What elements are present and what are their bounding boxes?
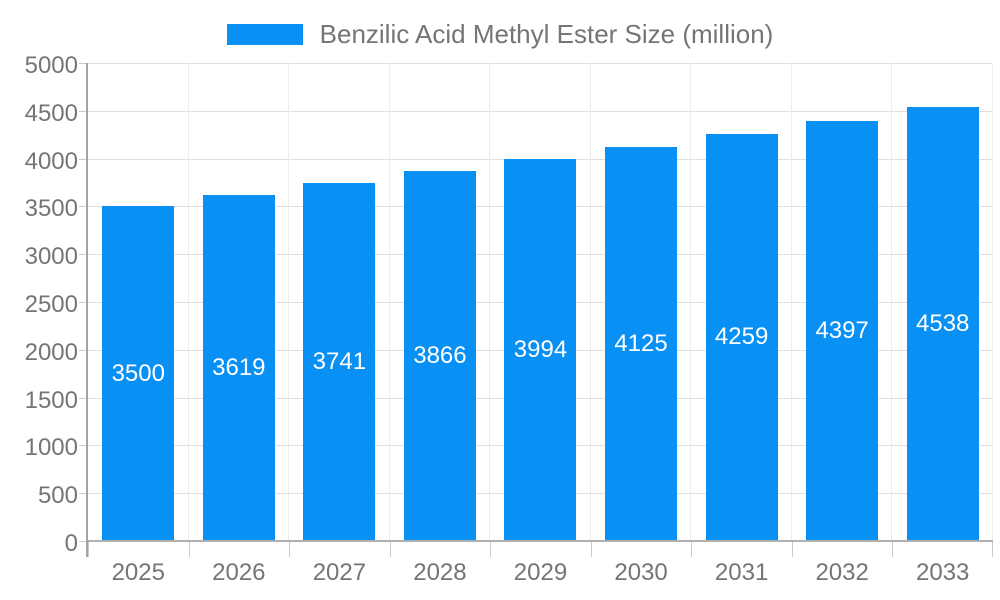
gridline-x (187, 63, 189, 541)
x-tick-label-2025: 2025 (111, 559, 165, 586)
y-tick-label: 2000 (24, 338, 78, 366)
y-tick-mark (79, 493, 88, 495)
y-axis-line (86, 63, 88, 557)
bar-2026: 3619 (202, 195, 275, 541)
category-cell-2025: 3500 (88, 63, 189, 541)
y-tick-mark (79, 110, 88, 112)
y-tick-label: 1000 (24, 434, 78, 462)
bar-2028: 3866 (403, 171, 476, 541)
x-tick-mark (188, 541, 190, 557)
category-cell-2027: 3741 (289, 63, 390, 541)
y-tick-mark (79, 541, 88, 542)
y-tick-label: 3500 (24, 195, 78, 223)
bar-value-label: 3994 (513, 336, 568, 364)
y-tick-label: 4000 (24, 147, 78, 175)
bar-value-label: 4125 (614, 329, 668, 357)
y-tick-label: 2500 (24, 291, 78, 318)
category-cell-2032: 4397 (792, 63, 893, 541)
gridline-x (690, 63, 692, 541)
bar-value-label: 4259 (714, 323, 769, 351)
gridline-x (790, 63, 792, 541)
y-tick-mark (79, 63, 88, 64)
gridline-x (388, 63, 390, 541)
y-tick-mark (79, 158, 88, 160)
y-tick-mark (79, 445, 88, 447)
y-tick-mark (79, 206, 88, 208)
gridline-x (489, 63, 491, 541)
x-tick-mark (88, 541, 89, 557)
x-tick-mark (389, 541, 391, 557)
bar-2031: 4259 (705, 133, 778, 541)
x-tick-label-2030: 2030 (614, 559, 668, 586)
gridline-x (589, 63, 591, 541)
x-tick-label-2028: 2028 (413, 559, 467, 586)
y-tick-label: 5000 (24, 52, 78, 79)
bar-value-label: 4397 (815, 316, 869, 344)
y-tick-label: 3000 (24, 243, 78, 271)
bar-2025: 3500 (102, 206, 175, 541)
bar-2030: 4125 (605, 146, 678, 541)
bar-value-label: 3866 (413, 342, 467, 370)
y-tick-label: 1500 (24, 386, 78, 414)
y-tick-mark (79, 397, 88, 399)
bar-value-label: 3500 (111, 359, 165, 387)
bar-value-label: 3619 (212, 354, 266, 382)
x-tick-label-2033: 2033 (916, 559, 970, 586)
category-cell-2031: 4259 (691, 63, 792, 541)
legend: Benzilic Acid Methyl Ester Size (million… (0, 21, 1000, 47)
gridline-x (288, 63, 290, 541)
x-tick-label-2027: 2027 (312, 559, 367, 586)
x-tick-mark (590, 541, 592, 557)
y-tick-mark (79, 254, 88, 256)
bar-2033: 4538 (906, 107, 979, 541)
bar-value-label: 3741 (312, 348, 367, 376)
x-tick-label-2029: 2029 (513, 559, 568, 586)
x-tick-label-2026: 2026 (212, 559, 266, 586)
bar-2029: 3994 (504, 159, 577, 541)
category-cell-2026: 3619 (189, 63, 290, 541)
gridline-x (992, 63, 993, 541)
category-cell-2028: 3866 (390, 63, 491, 541)
y-tick-label: 4500 (24, 99, 78, 127)
y-tick-label: 500 (37, 482, 78, 510)
bar-value-label: 4538 (916, 310, 970, 338)
bar-2032: 4397 (806, 120, 879, 541)
y-tick-label: 0 (64, 530, 78, 557)
legend-swatch (226, 23, 303, 45)
gridline-x (891, 63, 893, 541)
y-tick-mark (79, 349, 88, 351)
x-tick-mark (490, 541, 492, 557)
x-tick-mark (691, 541, 693, 557)
bar-2027: 3741 (303, 183, 376, 541)
gridline-y-4500 (88, 110, 993, 112)
plot-area: 3500 3619 3741 3866 3994 4125 4259 4397 4538 (88, 63, 993, 542)
x-tick-mark (289, 541, 291, 557)
category-cell-2033: 4538 (892, 63, 993, 541)
gridline-y-4000 (88, 158, 993, 160)
x-tick-mark (791, 541, 793, 557)
category-cell-2029: 3994 (490, 63, 591, 541)
category-cell-2030: 4125 (591, 63, 692, 541)
y-tick-mark (79, 302, 88, 303)
x-axis-baseline (88, 540, 993, 542)
x-tick-mark (992, 541, 993, 557)
x-tick-mark (892, 541, 894, 557)
gridline-y-5000 (88, 63, 993, 64)
legend-label: Benzilic Acid Methyl Ester Size (million… (319, 19, 774, 49)
x-tick-label-2032: 2032 (815, 559, 869, 586)
x-tick-label-2031: 2031 (714, 559, 769, 586)
